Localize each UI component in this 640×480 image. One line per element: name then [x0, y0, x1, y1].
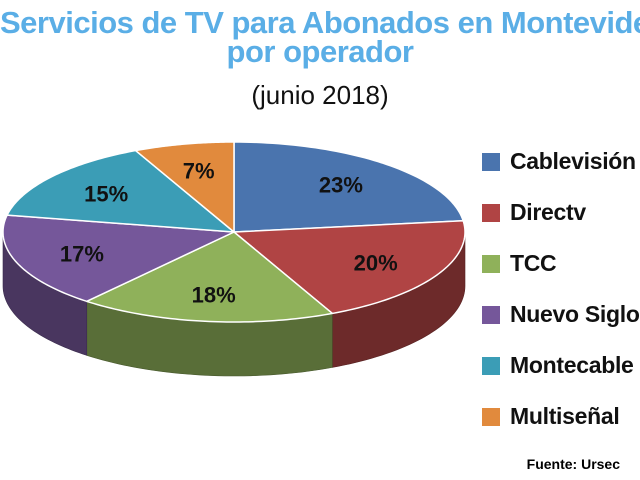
pie-label-5: 7%	[183, 159, 215, 184]
pie-sides	[2, 231, 466, 377]
legend-item-montecable: Montecable	[482, 340, 640, 391]
pie-slice-0	[233, 141, 464, 233]
chart-source: Fuente: Ursec	[526, 456, 620, 472]
pie-label-0: 23%	[319, 173, 363, 198]
legend-item-tcc: TCC	[482, 238, 640, 289]
pie-slice-5	[134, 141, 235, 233]
legend-swatch-directv	[482, 203, 500, 222]
legend-swatch-tcc	[482, 254, 500, 273]
legend-swatch-montecable	[482, 356, 500, 375]
pie-slice-2	[86, 231, 334, 323]
legend-swatch-nuevo-siglo	[482, 305, 500, 324]
pie-slice-4	[6, 149, 235, 233]
legend-swatch-multisenal	[482, 407, 500, 426]
legend-item-cablevision: Cablevisión	[482, 136, 640, 187]
pie-label-3: 17%	[60, 241, 104, 266]
legend-item-multisenal: Multiseñal	[482, 391, 640, 442]
legend-label-tcc: TCC	[510, 250, 557, 276]
chart-title: Servicios de TV para Abonados en Montevi…	[0, 5, 640, 69]
chart-legend: Cablevisión Directv TCC Nuevo Siglo Mont…	[482, 136, 640, 442]
legend-swatch-cablevision	[482, 152, 500, 171]
legend-label-nuevo-siglo: Nuevo Siglo	[510, 301, 640, 327]
pie-slices	[2, 141, 466, 323]
chart-title-line-2: por operador	[226, 34, 414, 69]
legend-label-cablevision: Cablevisión	[510, 148, 636, 174]
pie-slice-1	[233, 219, 466, 315]
chart-title-line-1: Servicios de TV para Abonados en Montevi…	[0, 5, 640, 40]
legend-label-multisenal: Multiseñal	[510, 403, 620, 429]
pie-labels: 23% 20% 18% 17% 15% 7%	[60, 159, 398, 308]
legend-item-directv: Directv	[482, 187, 640, 238]
legend-label-montecable: Montecable	[510, 352, 634, 378]
pie-slice-3	[2, 214, 235, 303]
pie-label-2: 18%	[192, 283, 236, 308]
legend-item-nuevo-siglo: Nuevo Siglo	[482, 289, 640, 340]
pie-label-1: 20%	[354, 250, 398, 275]
chart-subtitle: (junio 2018)	[251, 80, 389, 110]
pie-label-4: 15%	[84, 181, 128, 206]
legend-label-directv: Directv	[510, 199, 586, 225]
